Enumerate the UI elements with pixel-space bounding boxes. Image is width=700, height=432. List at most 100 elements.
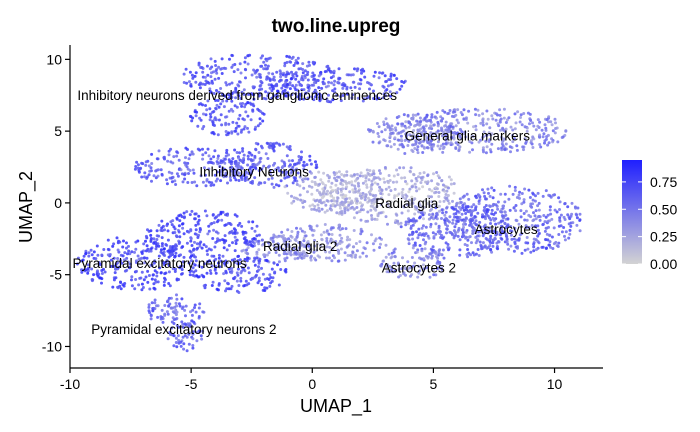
data-point [315, 224, 319, 228]
data-point [481, 136, 484, 139]
data-point [557, 233, 561, 236]
data-point [194, 71, 198, 75]
data-point [273, 78, 276, 82]
data-point [450, 131, 454, 135]
data-point [488, 229, 492, 233]
data-point [373, 70, 377, 74]
data-point [511, 128, 515, 132]
data-point [430, 147, 434, 151]
data-point [359, 227, 363, 231]
data-point [158, 266, 162, 270]
data-point [464, 206, 468, 210]
data-point [447, 130, 451, 133]
data-point [470, 205, 474, 209]
data-point [537, 231, 541, 235]
data-point [408, 233, 411, 237]
data-point [393, 247, 397, 251]
data-point [207, 224, 211, 228]
data-point [428, 275, 432, 279]
data-point [172, 344, 176, 348]
data-point [489, 222, 492, 225]
data-point [182, 232, 186, 236]
data-point [120, 261, 124, 265]
data-point [388, 90, 392, 94]
data-point [206, 147, 210, 151]
data-point [150, 277, 154, 281]
data-point [195, 242, 199, 246]
data-point [456, 121, 460, 125]
data-point [500, 230, 504, 234]
data-point [389, 132, 393, 136]
data-point [477, 199, 481, 203]
data-point [115, 236, 119, 240]
data-point [292, 199, 296, 203]
data-point [428, 204, 432, 208]
data-point [421, 224, 425, 228]
data-point [271, 72, 275, 76]
data-point [545, 118, 549, 122]
data-point [399, 225, 403, 229]
data-point [331, 247, 335, 251]
data-point [210, 181, 214, 185]
data-point [311, 233, 315, 237]
data-point [237, 179, 241, 182]
data-point [90, 267, 94, 271]
data-point [160, 236, 164, 240]
data-point [381, 198, 385, 202]
data-point [258, 122, 262, 126]
data-point [152, 237, 156, 241]
data-point [217, 105, 221, 109]
data-point [510, 237, 514, 241]
data-point [397, 138, 401, 142]
data-point [237, 94, 241, 98]
data-point [188, 70, 192, 74]
data-point [458, 127, 462, 131]
data-point [544, 215, 548, 219]
data-point [242, 118, 246, 122]
data-point [168, 176, 172, 180]
data-point [284, 94, 287, 98]
data-point [383, 166, 387, 169]
data-point [531, 192, 535, 196]
data-point [214, 107, 218, 111]
data-point [376, 132, 380, 135]
data-point [251, 277, 254, 281]
data-point [149, 317, 153, 321]
data-point [359, 232, 363, 236]
cluster-label: Pyramidal excitatory neurons 2 [91, 322, 276, 337]
data-point [389, 145, 393, 149]
data-point [191, 337, 195, 341]
data-point [348, 238, 352, 242]
data-point [307, 244, 311, 248]
data-point [456, 230, 460, 234]
data-point [111, 285, 115, 289]
data-point [312, 81, 316, 85]
data-point [397, 192, 401, 196]
data-point [229, 160, 233, 164]
data-point [348, 196, 352, 200]
data-point [270, 96, 274, 100]
data-point [330, 259, 334, 263]
data-point [436, 174, 440, 178]
data-point [236, 273, 240, 277]
data-point [247, 271, 251, 275]
data-point [311, 71, 315, 75]
data-point [234, 161, 238, 165]
data-point [228, 176, 232, 179]
data-point [407, 120, 411, 124]
cluster-label: Astrocytes 2 [382, 261, 456, 276]
data-point [156, 304, 160, 308]
data-point [153, 278, 157, 282]
data-point [417, 175, 420, 179]
data-point [237, 124, 241, 128]
data-point [405, 194, 409, 198]
data-point [287, 237, 291, 241]
data-point [417, 138, 421, 142]
data-point [241, 230, 245, 234]
data-point [486, 246, 490, 249]
data-point [151, 273, 155, 277]
data-point [496, 240, 500, 243]
data-point [432, 273, 436, 277]
data-point [341, 183, 345, 187]
data-point [512, 206, 516, 210]
